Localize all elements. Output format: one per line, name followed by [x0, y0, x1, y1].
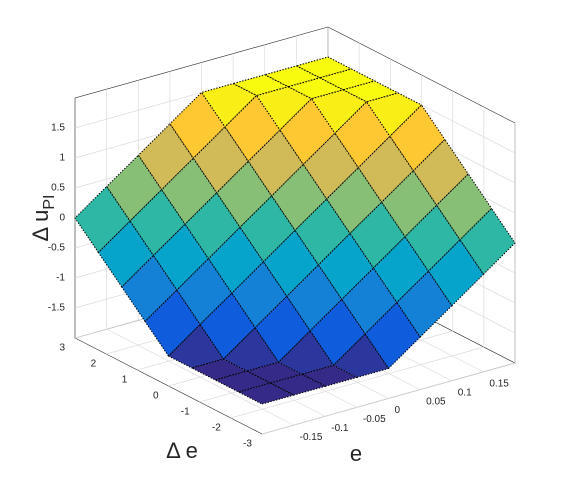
z-tick-label: -0.5 [48, 243, 66, 254]
z-tick-label: 0 [59, 213, 65, 224]
z-axis-label-subscript: PI [41, 195, 58, 210]
z-axis-label: Δ uPI [28, 195, 58, 242]
z-tick-label: 0.5 [51, 183, 65, 194]
surface-patch [427, 239, 484, 307]
surface-patch [238, 382, 295, 405]
x-tick-label: -0.05 [363, 414, 386, 425]
y-tick-label: 2 [91, 359, 97, 370]
z-tick-label: -1.5 [48, 303, 66, 314]
labels: Δ e e Δ uPI -1.5 -1 -0.5 0 0.5 1 1.5 -3 -2 -1 0 1 2 3… [28, 123, 509, 466]
z-tick-label: 1 [59, 153, 65, 164]
x-tick-label: -0.15 [300, 432, 323, 443]
surface-patch [106, 154, 163, 222]
surface-patch [129, 189, 186, 257]
surface-patch [459, 207, 516, 275]
x-tick-label: 0.05 [426, 396, 446, 407]
surface-patch [396, 270, 453, 338]
y-tick-label: -1 [181, 407, 190, 418]
surface-patch [364, 302, 421, 370]
x-tick-label: 0.15 [489, 379, 509, 390]
z-tick-label: -1 [56, 273, 65, 284]
surface-patch [192, 126, 249, 194]
y-tick-label: 3 [59, 343, 65, 354]
z-tick-label: 1.5 [51, 123, 65, 134]
grid-line [106, 328, 294, 426]
x-tick-label: -0.1 [331, 423, 349, 434]
x-axis-label: e [350, 441, 362, 466]
y-tick-label: 1 [122, 375, 128, 386]
y-tick-label: -3 [243, 439, 252, 450]
surface-patch [184, 192, 241, 260]
surface-patch [167, 324, 225, 369]
x-tick-label: 0.1 [458, 387, 472, 398]
surface-patch [200, 83, 258, 128]
z-axis-label-main: Δ u [28, 210, 53, 242]
y-axis-label: Δ e [166, 438, 198, 463]
surface [74, 56, 516, 405]
surface-patch [74, 186, 131, 254]
y-tick-label: -2 [212, 423, 221, 434]
y-tick-label: 0 [153, 391, 159, 402]
x-tick-label: 0 [395, 405, 401, 416]
